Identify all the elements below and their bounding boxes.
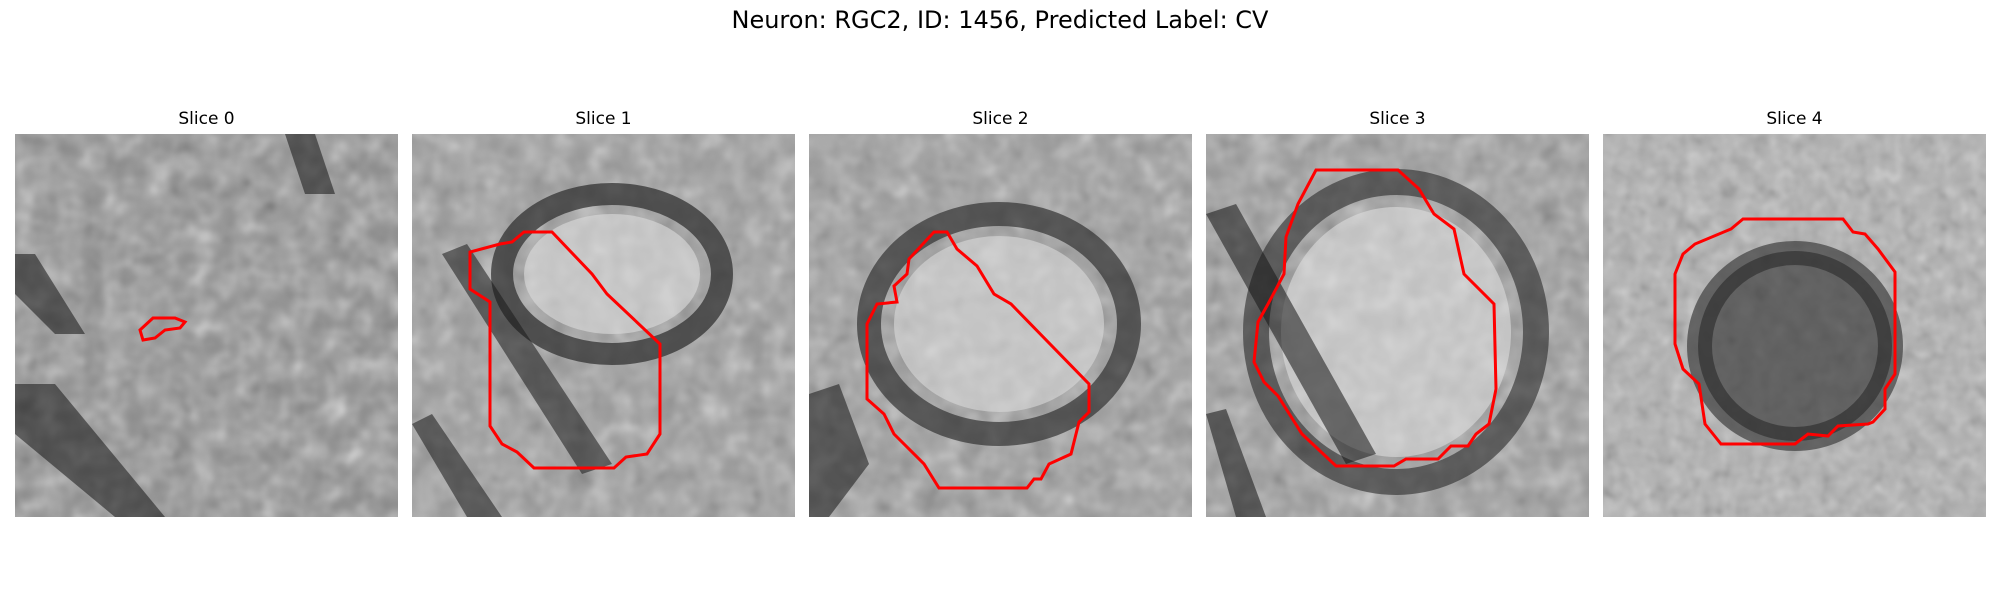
slice-title-0: Slice 0 [178, 109, 235, 129]
slice-image-4 [1603, 134, 1986, 517]
slice-title-2: Slice 2 [972, 109, 1029, 129]
slice-contour-3 [1252, 168, 1498, 468]
slice-title-1: Slice 1 [575, 109, 632, 129]
slice-image-2 [809, 134, 1192, 517]
slice-title-3: Slice 3 [1369, 109, 1426, 129]
slice-title-4: Slice 4 [1766, 109, 1823, 129]
slice-contour-1 [468, 230, 662, 470]
slice-panel-3: Slice 3 [1206, 108, 1589, 517]
slice-panel-4: Slice 4 [1603, 108, 1986, 517]
slice-contour-0 [138, 316, 188, 342]
slice-contour-4 [1673, 217, 1897, 446]
slice-panel-2: Slice 2 [809, 108, 1192, 517]
figure-title: Neuron: RGC2, ID: 1456, Predicted Label:… [731, 6, 1269, 34]
slice-panel-0: Slice 0 [15, 108, 398, 517]
slice-image-3 [1206, 134, 1589, 517]
slice-image-1 [412, 134, 795, 517]
slice-panel-1: Slice 1 [412, 108, 795, 517]
slice-image-0 [15, 134, 398, 517]
slice-contour-2 [865, 230, 1091, 490]
